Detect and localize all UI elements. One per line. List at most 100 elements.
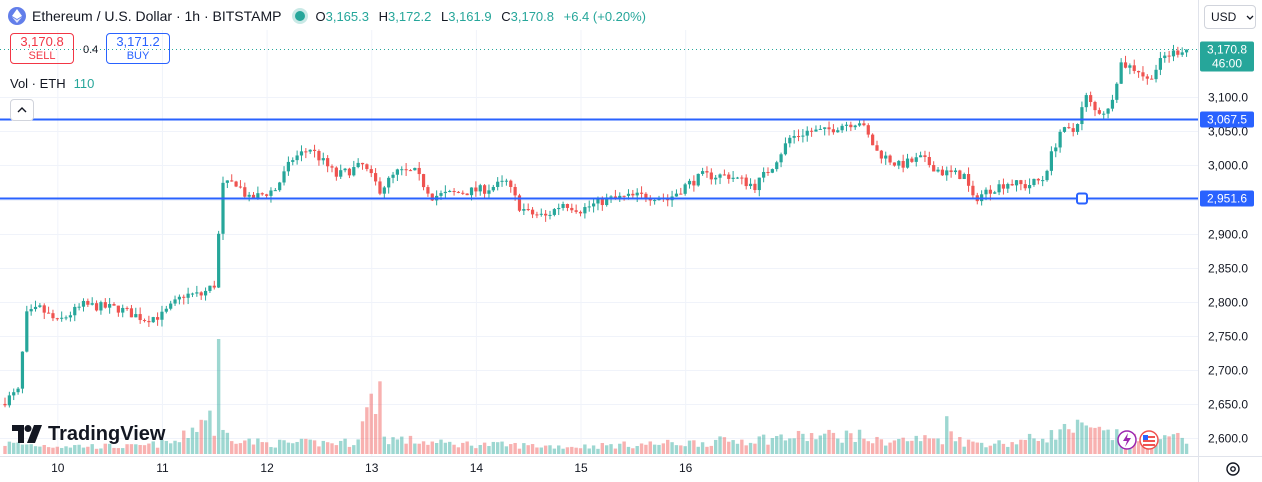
candle-body <box>343 168 347 171</box>
candle-body <box>304 151 308 153</box>
candle-body <box>592 203 596 207</box>
volume-bar <box>1032 438 1036 454</box>
volume-bar <box>1176 432 1180 454</box>
volume-bar <box>740 439 744 454</box>
candle-body <box>940 169 944 176</box>
volume-bar <box>727 441 731 454</box>
volume-bar <box>260 442 264 454</box>
candle-body <box>382 187 386 194</box>
candle-body <box>805 130 809 136</box>
volume-bar <box>923 435 927 454</box>
volume-bar <box>295 441 299 454</box>
volume-bar <box>836 438 840 454</box>
candle-body <box>923 155 927 158</box>
sell-label: SELL <box>28 50 56 62</box>
chevron-down-icon <box>1246 12 1254 22</box>
candle-body <box>1041 180 1045 182</box>
time-axis[interactable]: 10 11 12 13 14 15 16 <box>0 456 1262 476</box>
volume-bar <box>317 446 321 454</box>
candle-body <box>16 388 20 393</box>
candle-body <box>1150 78 1154 80</box>
candle-body <box>164 308 168 312</box>
y-tick-label: 2,600.0 <box>1208 432 1248 446</box>
candle-body <box>365 164 369 170</box>
x-tick-label: 16 <box>679 461 693 475</box>
volume-bar <box>1006 446 1010 454</box>
candle-body <box>1184 49 1189 53</box>
candle-body <box>796 136 801 138</box>
volume-bar <box>334 445 339 454</box>
volume-bar <box>561 448 565 454</box>
collapse-legend-button[interactable] <box>10 99 34 121</box>
volume-bar <box>20 444 25 454</box>
volume-bar <box>426 444 430 454</box>
currency-select[interactable]: USD <box>1204 5 1256 29</box>
volume-bar <box>849 433 853 454</box>
candle-body <box>1132 65 1136 71</box>
buy-button[interactable]: 3,171.2 BUY <box>106 33 170 64</box>
volume-bar <box>971 441 975 454</box>
close-value: 3,170.8 <box>510 8 554 24</box>
candle-body <box>247 194 251 197</box>
symbol-title[interactable]: Ethereum / U.S. Dollar · 1h · BITSTAMP <box>32 8 282 24</box>
candle-body <box>129 308 134 318</box>
gear-icon[interactable] <box>1224 460 1242 478</box>
candle-body <box>238 186 243 188</box>
volume-bar <box>325 442 330 454</box>
volume-bar <box>386 444 391 454</box>
candle-body <box>853 125 857 128</box>
candle-body <box>138 314 142 321</box>
volume-bar <box>931 438 936 454</box>
volume-bar <box>979 442 984 454</box>
candle-body <box>792 136 796 138</box>
candle-body <box>1180 52 1184 55</box>
price-axis[interactable]: 2,600.0 2,650.0 2,700.0 2,750.0 2,800.0 2,850… <box>1198 0 1255 482</box>
volume-bar <box>173 440 177 454</box>
candle-body <box>622 195 626 197</box>
candle-body <box>862 123 866 126</box>
tradingview-logo[interactable]: TradingView <box>12 422 165 446</box>
volume-legend: Vol · ETH 110 <box>10 76 94 91</box>
candle-body <box>635 192 639 196</box>
candle-body <box>626 193 631 196</box>
candle-body <box>879 150 883 159</box>
candle-body <box>1028 185 1032 189</box>
volume-bar <box>892 440 897 454</box>
volume-bar <box>1184 443 1189 454</box>
line-anchor-handle[interactable] <box>1076 192 1088 205</box>
change-value: +6.4 (+0.20%) <box>563 8 647 24</box>
sell-button[interactable]: 3,170.8 SELL <box>10 33 74 64</box>
volume-bar <box>897 438 901 454</box>
volume-bar <box>609 444 613 454</box>
candle-body <box>230 180 234 182</box>
candle-body <box>714 177 718 180</box>
volume-bar <box>661 443 666 454</box>
candle-body <box>936 169 940 172</box>
volume-bar <box>160 439 164 454</box>
volume-bar <box>888 442 892 454</box>
candle-body <box>1010 184 1014 186</box>
candle-body <box>491 186 495 191</box>
volume-bar <box>291 443 295 454</box>
candle-body <box>234 181 238 187</box>
candle-body <box>273 190 277 192</box>
volume-bar <box>1045 442 1049 454</box>
volume-bar <box>997 440 1001 454</box>
candle-body <box>513 186 517 196</box>
candle-body <box>687 180 692 185</box>
candle-body <box>1163 55 1167 59</box>
volume-bar <box>879 439 884 454</box>
event-markers[interactable] <box>1115 430 1163 450</box>
candle-body <box>103 302 107 308</box>
candle-body <box>421 174 426 188</box>
candle-body <box>352 167 356 176</box>
volume-bar <box>844 430 849 454</box>
candle-body <box>810 130 814 132</box>
candle-body <box>783 143 788 155</box>
volume-bar <box>216 339 221 454</box>
candle-body <box>1014 180 1019 186</box>
horizontal-lines[interactable] <box>0 49 1198 205</box>
volume-bar <box>779 434 783 454</box>
volume-bar <box>360 421 365 454</box>
